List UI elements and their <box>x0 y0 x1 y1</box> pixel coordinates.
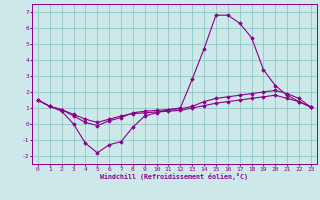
X-axis label: Windchill (Refroidissement éolien,°C): Windchill (Refroidissement éolien,°C) <box>100 173 248 180</box>
